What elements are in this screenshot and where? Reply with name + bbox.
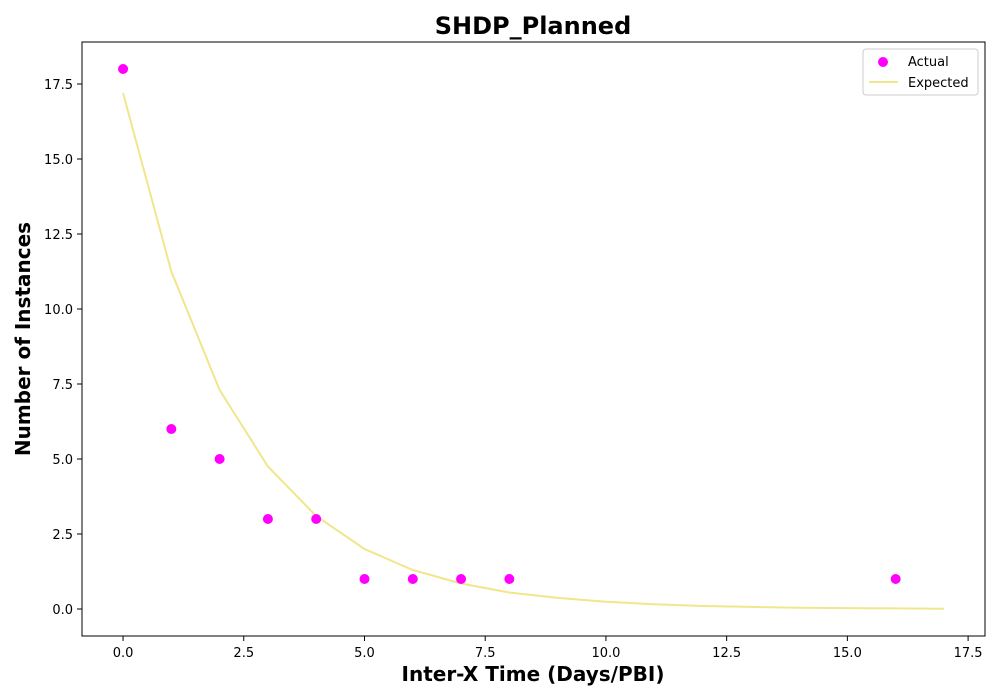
actual-point [890, 574, 901, 584]
x-tick-label: 2.5 [233, 646, 254, 661]
x-tick-label: 7.5 [475, 646, 496, 661]
y-tick-label: 10.0 [44, 303, 73, 318]
y-tick-label: 5.0 [52, 453, 73, 468]
x-tick-label: 15.0 [833, 646, 862, 661]
legend: Actual Expected [862, 48, 979, 96]
actual-point [456, 574, 467, 584]
y-tick-label: 17.5 [44, 78, 73, 93]
actual-series [118, 64, 901, 584]
x-tick-label: 17.5 [954, 646, 983, 661]
y-tick-label: 0.0 [52, 603, 73, 618]
actual-point [262, 514, 273, 524]
actual-point [311, 514, 322, 524]
y-axis: 0.0 2.5 5.0 7.5 10.0 12.5 15.0 17.5 [44, 78, 82, 618]
legend-actual-label: Actual [908, 55, 949, 70]
expected-line [122, 92, 944, 610]
actual-point [504, 574, 515, 584]
y-tick-label: 12.5 [44, 228, 73, 243]
chart-title: SHDP_Planned [435, 12, 632, 40]
plot-frame [81, 41, 986, 637]
actual-point [359, 574, 370, 584]
legend-expected-label: Expected [908, 76, 969, 91]
plot-area [81, 41, 986, 637]
actual-point [407, 574, 418, 584]
y-axis-label: Number of Instances [11, 222, 35, 456]
x-tick-label: 10.0 [591, 646, 620, 661]
x-axis-label: Inter-X Time (Days/PBI) [402, 662, 665, 686]
x-tick-label: 0.0 [113, 646, 134, 661]
expected-series [122, 92, 944, 610]
x-axis: 0.0 2.5 5.0 7.5 10.0 12.5 15.0 17.5 [113, 636, 983, 661]
actual-point [118, 64, 129, 74]
legend-actual-marker [878, 57, 888, 67]
x-tick-label: 12.5 [712, 646, 741, 661]
legend-box [862, 48, 979, 96]
actual-point [214, 454, 225, 464]
y-tick-label: 7.5 [52, 378, 73, 393]
actual-point [166, 424, 177, 434]
x-tick-label: 5.0 [354, 646, 375, 661]
y-tick-label: 15.0 [44, 153, 73, 168]
y-tick-label: 2.5 [52, 528, 73, 543]
